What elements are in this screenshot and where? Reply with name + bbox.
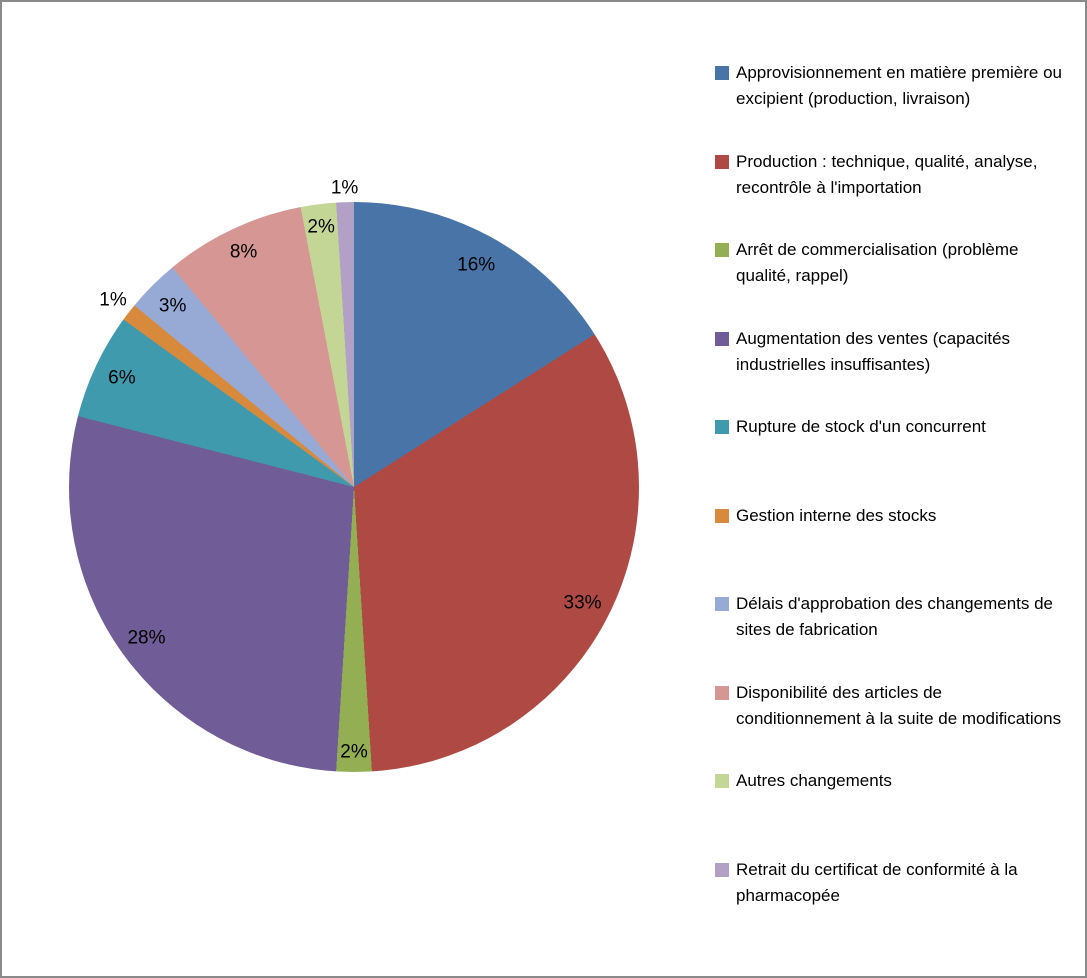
legend-item[interactable]: Gestion interne des stocks (715, 503, 1071, 529)
pie-data-label: 33% (563, 592, 602, 614)
legend-label: Production : technique, qualité, analyse… (736, 151, 1038, 197)
legend-swatch-icon (715, 685, 729, 700)
pie-data-label: 16% (457, 254, 496, 276)
legend-label: Disponibilité des articles de conditionn… (736, 682, 1062, 728)
pie-data-label: 1% (330, 177, 359, 199)
legend-label: Autres changements (736, 771, 892, 790)
pie-data-label: 2% (307, 216, 335, 238)
legend-swatch-icon (715, 774, 729, 788)
legend-label: Délais d'approbation des changements de … (736, 594, 1054, 639)
legend-item[interactable]: Délais d'approbation des changements de … (715, 591, 1071, 643)
pie-data-label: 2% (340, 741, 368, 763)
legend-label: Gestion interne des stocks (736, 505, 937, 525)
chart-legend: Approvisionnement en matière première ou… (715, 50, 1075, 940)
legend-item[interactable]: Augmentation des ventes (capacités indus… (715, 326, 1071, 378)
legend-swatch-icon (715, 597, 729, 611)
legend-label: Retrait du certificat de conformité à la… (736, 859, 1018, 905)
legend-item[interactable]: Rupture de stock d'un concurrent (715, 414, 1071, 440)
legend-item[interactable]: Arrêt de commercialisation (problème qua… (715, 237, 1071, 289)
pie-data-label: 8% (229, 241, 258, 263)
legend-swatch-icon (715, 862, 729, 877)
pie-data-label: 1% (99, 289, 127, 311)
pie-chart[interactable] (69, 202, 639, 772)
legend-swatch-icon (715, 154, 729, 169)
legend-item[interactable]: Production : technique, qualité, analyse… (715, 149, 1071, 201)
legend-label: Rupture de stock d'un concurrent (736, 417, 986, 436)
legend-label: Arrêt de commercialisation (problème qua… (736, 240, 1019, 285)
legend-swatch-icon (715, 508, 729, 523)
pie-data-label: 3% (158, 295, 187, 317)
legend-item[interactable]: Disponibilité des articles de conditionn… (715, 680, 1071, 732)
legend-item[interactable]: Autres changements (715, 768, 1071, 794)
pie-data-label: 6% (108, 367, 136, 389)
pie-data-label: 28% (127, 627, 166, 649)
legend-swatch-icon (715, 66, 729, 80)
legend-label: Approvisionnement en matière première ou… (736, 63, 1063, 108)
legend-swatch-icon (715, 331, 729, 346)
legend-swatch-icon (715, 243, 729, 257)
legend-swatch-icon (715, 420, 729, 434)
legend-label: Augmentation des ventes (capacités indus… (736, 328, 1011, 374)
legend-item[interactable]: Retrait du certificat de conformité à la… (715, 857, 1071, 909)
legend-item[interactable]: Approvisionnement en matière première ou… (715, 60, 1071, 112)
